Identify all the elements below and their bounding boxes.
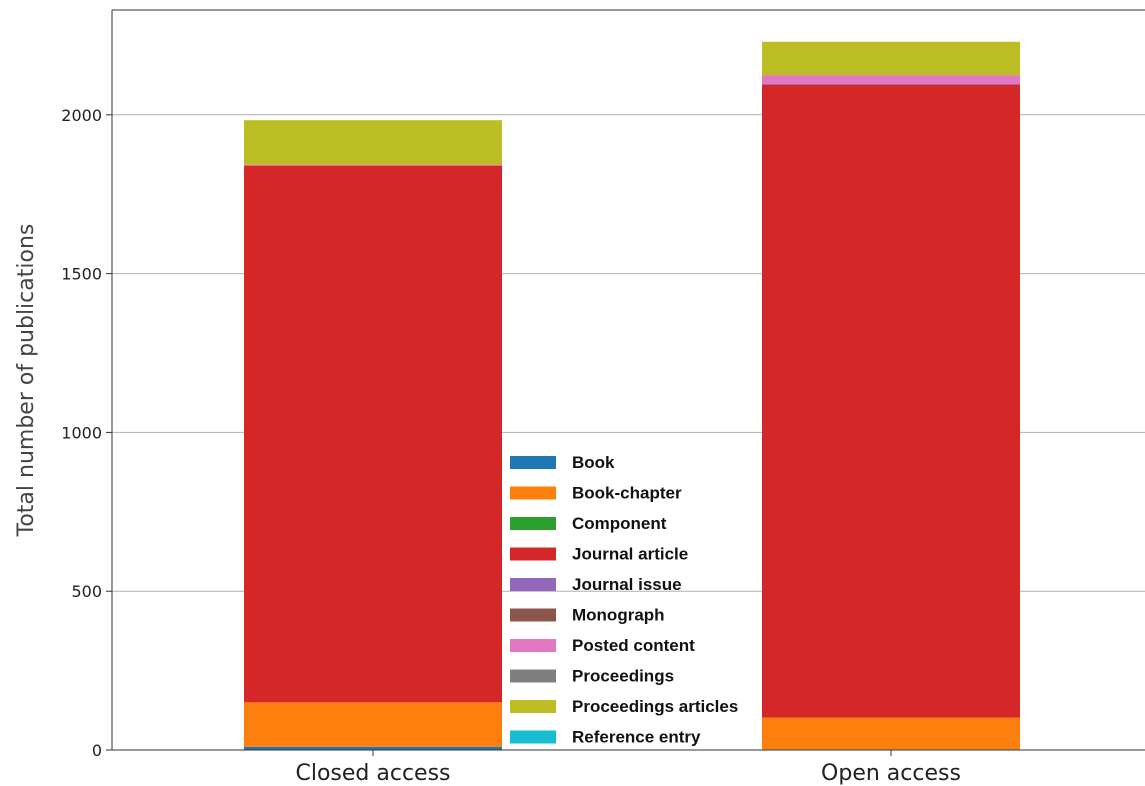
legend-label: Journal issue (572, 575, 682, 594)
y-axis-title: Total number of publications (14, 224, 39, 538)
legend-label: Journal article (572, 545, 688, 564)
legend-swatch (510, 547, 556, 561)
legend-swatch (510, 730, 556, 744)
y-tick-label: 0 (92, 741, 102, 760)
bar-segment (762, 75, 1020, 84)
y-tick-label: 1000 (61, 423, 102, 442)
legend-swatch (510, 486, 556, 500)
x-category-label: Closed access (295, 761, 450, 786)
bar-segment (762, 83, 1020, 85)
x-category-labels: Closed access Open access (295, 750, 961, 786)
x-category-label: Open access (821, 761, 961, 786)
bar-segment (244, 120, 502, 165)
legend-label: Proceedings (572, 667, 674, 686)
y-ticks: 0 500 1000 1500 2000 (61, 106, 112, 760)
legend-swatch (510, 700, 556, 713)
bar-segment (762, 717, 1020, 750)
legend-swatch (510, 456, 556, 469)
legend-label: Posted content (572, 636, 695, 655)
legend-label: Monograph (572, 606, 665, 625)
legend-label: Reference entry (572, 728, 701, 747)
legend: Book Book-chapter Component Journal article… (510, 453, 738, 747)
legend-label: Book (572, 453, 615, 472)
bars (244, 41, 1020, 750)
y-tick-label: 1500 (61, 265, 102, 284)
legend-label: Book-chapter (572, 484, 682, 503)
legend-swatch (510, 517, 556, 530)
axes (111, 9, 1145, 751)
y-tick-label: 500 (71, 582, 102, 601)
legend-swatch (510, 669, 556, 683)
bar-segment (244, 164, 502, 166)
legend-swatch (510, 639, 556, 652)
bar-segment (762, 84, 1020, 718)
legend-swatch (510, 608, 556, 622)
legend-label: Component (572, 514, 667, 533)
bar-segment (244, 165, 502, 703)
bar-segment (244, 746, 502, 750)
y-tick-label: 2000 (61, 106, 102, 125)
bar-segment (762, 41, 1020, 76)
legend-swatch (510, 578, 556, 591)
legend-label: Proceedings articles (572, 697, 738, 716)
bar-segment (244, 702, 502, 747)
